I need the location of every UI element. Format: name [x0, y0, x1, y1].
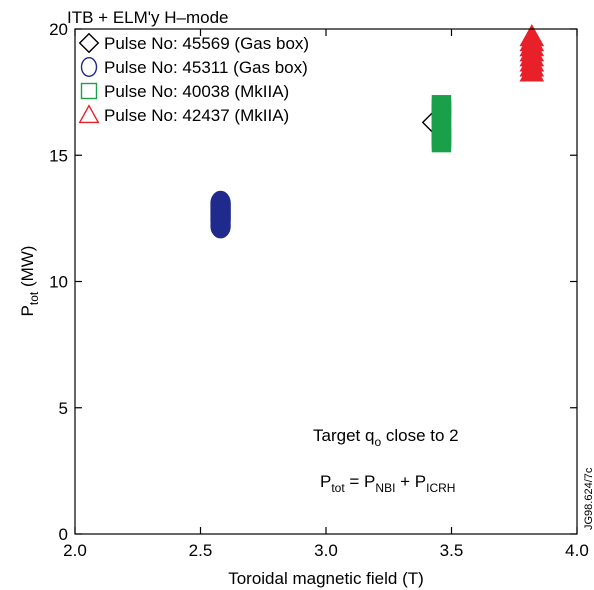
equation-text: = P: [345, 472, 376, 491]
y-tick-label: 0: [59, 525, 68, 544]
target-annotation-suffix: close to 2: [381, 426, 459, 445]
legend-label: Pulse No: 45311 (Gas box): [104, 58, 308, 77]
x-axis-label: Toroidal magnetic field (T): [228, 569, 424, 588]
y-axis-label: Ptot (MW): [18, 246, 41, 317]
legend-entry: Pulse No: 45311 (Gas box): [80, 57, 308, 78]
equation-subscript: NBI: [375, 481, 395, 495]
y-tick-label: 15: [49, 146, 68, 165]
target-annotation: Target qo close to 2: [313, 426, 459, 449]
legend-diamond-icon: [78, 32, 100, 54]
equation-subscript: tot: [331, 481, 345, 495]
series-circle: [210, 190, 231, 239]
target-annotation-subscript: o: [374, 435, 381, 449]
series-square: [431, 95, 452, 153]
x-tick-label: 3.5: [440, 541, 464, 560]
legend-label: Pulse No: 40038 (MkIIA): [104, 82, 289, 101]
target-annotation-main: Target q: [313, 426, 374, 445]
legend-entry: Pulse No: 42437 (MkIIA): [78, 104, 289, 125]
y-tick-label: 20: [49, 20, 68, 39]
legend-label: Pulse No: 42437 (MkIIA): [104, 106, 289, 125]
equation-text: P: [320, 472, 331, 491]
y-tick-label: 10: [49, 273, 68, 292]
equation-text: + P: [395, 472, 426, 491]
plot-frame: [74, 28, 578, 535]
legend-square-icon: [80, 82, 98, 100]
data-point-triangle: [519, 23, 545, 47]
chart-title: ITB + ELM'y H–mode: [67, 8, 229, 27]
y-axis-label-subscript: tot: [27, 291, 41, 305]
y-tick-label: 5: [59, 399, 68, 418]
x-tick-label: 2.0: [63, 541, 87, 560]
y-axis-label-suffix: (MW): [18, 246, 37, 292]
legend-entry: Pulse No: 40038 (MkIIA): [80, 82, 289, 101]
x-tick-label: 3.0: [314, 541, 338, 560]
power-equation: Ptot = PNBI + PICRH: [320, 472, 455, 495]
data-point-circle: [210, 190, 231, 216]
equation-subscript: ICRH: [426, 481, 455, 495]
legend-circle-icon: [80, 57, 98, 78]
data-point-square: [431, 95, 452, 115]
x-tick-label: 4.0: [565, 541, 589, 560]
y-axis-label-main: P: [18, 305, 37, 316]
legend-triangle-icon: [78, 104, 100, 124]
figure-code: JG98.624/7c: [583, 467, 594, 530]
x-tick-label: 2.5: [189, 541, 213, 560]
series-triangle: [519, 23, 545, 82]
legend-label: Pulse No: 45569 (Gas box): [104, 34, 309, 53]
legend-entry: Pulse No: 45569 (Gas box): [78, 32, 309, 54]
